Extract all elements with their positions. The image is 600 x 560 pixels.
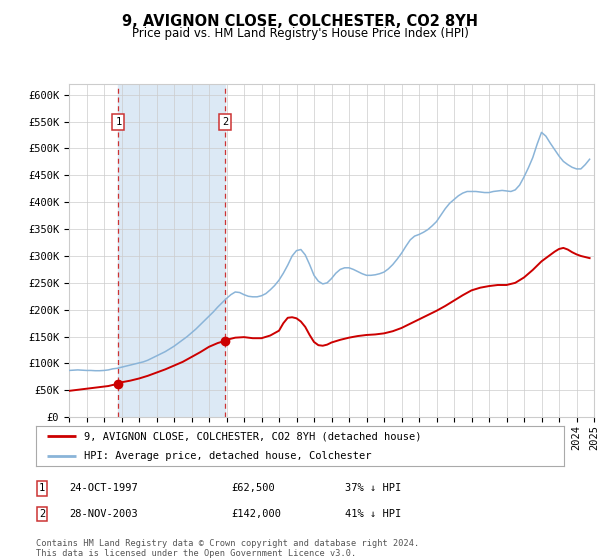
Text: 1: 1 — [39, 483, 45, 493]
Bar — [118, 84, 225, 417]
Text: 24-OCT-1997: 24-OCT-1997 — [69, 483, 138, 493]
Text: 1: 1 — [115, 117, 121, 127]
Text: HPI: Average price, detached house, Colchester: HPI: Average price, detached house, Colc… — [83, 451, 371, 461]
Text: 9, AVIGNON CLOSE, COLCHESTER, CO2 8YH (detached house): 9, AVIGNON CLOSE, COLCHESTER, CO2 8YH (d… — [83, 432, 421, 441]
Text: 2: 2 — [222, 117, 228, 127]
Text: Contains HM Land Registry data © Crown copyright and database right 2024.
This d: Contains HM Land Registry data © Crown c… — [36, 539, 419, 558]
Text: 37% ↓ HPI: 37% ↓ HPI — [345, 483, 401, 493]
Text: £142,000: £142,000 — [231, 509, 281, 519]
Text: 2: 2 — [39, 509, 45, 519]
Text: Price paid vs. HM Land Registry's House Price Index (HPI): Price paid vs. HM Land Registry's House … — [131, 27, 469, 40]
Text: £62,500: £62,500 — [231, 483, 275, 493]
Text: 41% ↓ HPI: 41% ↓ HPI — [345, 509, 401, 519]
Text: 28-NOV-2003: 28-NOV-2003 — [69, 509, 138, 519]
Text: 9, AVIGNON CLOSE, COLCHESTER, CO2 8YH: 9, AVIGNON CLOSE, COLCHESTER, CO2 8YH — [122, 14, 478, 29]
